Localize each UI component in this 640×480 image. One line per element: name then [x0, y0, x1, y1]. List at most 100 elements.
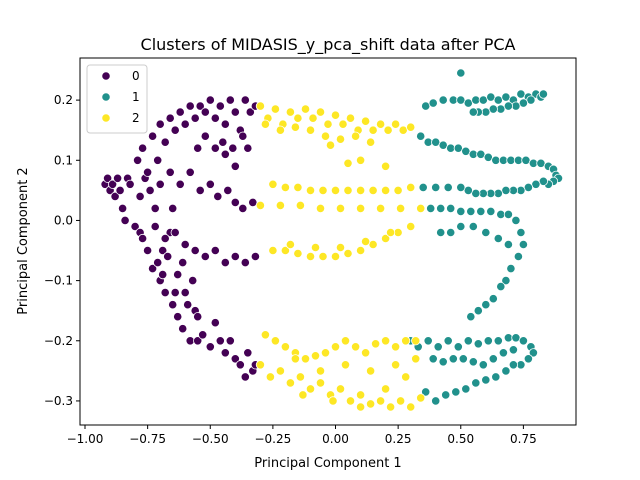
data-point-cluster-0 — [120, 215, 130, 225]
data-point-cluster-2 — [338, 119, 348, 129]
data-point-cluster-1 — [456, 221, 466, 232]
data-point-cluster-0 — [240, 257, 250, 268]
data-point-cluster-1 — [448, 354, 458, 364]
data-point-cluster-1 — [506, 263, 516, 274]
data-point-cluster-2 — [380, 233, 391, 244]
x-tick-label: 0.75 — [510, 432, 537, 446]
data-point-cluster-0 — [230, 161, 240, 171]
data-point-cluster-0 — [188, 275, 198, 286]
data-point-cluster-0 — [223, 185, 233, 195]
data-point-cluster-2 — [318, 185, 328, 195]
data-point-cluster-2 — [268, 245, 278, 256]
data-point-cluster-2 — [323, 119, 333, 129]
data-point-cluster-0 — [133, 155, 143, 165]
data-point-cluster-1 — [446, 143, 456, 153]
data-point-cluster-0 — [210, 318, 220, 328]
data-point-cluster-2 — [305, 125, 316, 135]
data-point-cluster-1 — [428, 98, 438, 108]
data-point-cluster-2 — [365, 366, 376, 376]
data-point-cluster-0 — [245, 107, 255, 117]
data-point-cluster-2 — [406, 122, 416, 132]
data-point-cluster-0 — [175, 179, 185, 189]
data-point-cluster-2 — [285, 378, 295, 388]
data-point-cluster-1 — [481, 375, 491, 385]
data-point-cluster-2 — [330, 110, 341, 120]
data-point-cluster-1 — [503, 239, 513, 250]
data-point-cluster-0 — [200, 251, 210, 262]
data-point-cluster-1 — [491, 155, 501, 165]
data-point-cluster-2 — [401, 372, 411, 382]
data-point-cluster-2 — [370, 339, 381, 349]
legend-label-cluster-1: 1 — [132, 90, 140, 104]
data-point-cluster-1 — [441, 390, 451, 400]
data-point-cluster-2 — [295, 372, 305, 382]
legend-marker-cluster-1 — [101, 92, 111, 102]
data-point-cluster-1 — [468, 357, 478, 367]
data-point-cluster-2 — [293, 182, 303, 192]
data-point-cluster-0 — [155, 119, 165, 129]
data-point-cluster-2 — [355, 155, 366, 165]
data-point-cluster-2 — [315, 366, 326, 376]
data-point-cluster-0 — [173, 312, 183, 322]
data-point-cluster-0 — [148, 263, 158, 274]
data-point-cluster-0 — [180, 119, 190, 129]
data-point-cluster-2 — [360, 116, 371, 126]
data-point-cluster-0 — [108, 179, 118, 189]
data-point-cluster-0 — [170, 125, 180, 135]
data-point-cluster-1 — [493, 233, 503, 244]
data-point-cluster-2 — [343, 185, 353, 195]
data-point-cluster-2 — [293, 248, 303, 259]
data-point-cluster-2 — [368, 185, 378, 195]
data-point-cluster-1 — [508, 360, 519, 370]
data-point-cluster-1 — [446, 227, 456, 238]
data-point-cluster-1 — [503, 101, 513, 111]
data-point-cluster-2 — [380, 185, 391, 195]
data-point-cluster-2 — [368, 125, 378, 135]
data-point-cluster-0 — [205, 342, 215, 352]
data-point-cluster-0 — [110, 191, 120, 201]
data-point-cluster-0 — [200, 131, 210, 141]
data-point-cluster-2 — [280, 182, 290, 192]
data-point-cluster-0 — [198, 330, 208, 340]
data-point-cluster-2 — [390, 119, 401, 129]
data-point-cluster-2 — [395, 203, 406, 213]
data-point-cluster-0 — [143, 167, 153, 177]
data-point-cluster-0 — [118, 203, 128, 213]
data-point-cluster-2 — [375, 119, 386, 129]
data-point-cluster-1 — [513, 251, 524, 262]
x-tick-label: 0.50 — [447, 432, 474, 446]
data-point-cluster-0 — [200, 107, 210, 117]
data-point-cluster-1 — [523, 354, 534, 364]
data-point-cluster-0 — [220, 348, 230, 358]
data-point-cluster-0 — [183, 300, 193, 310]
y-tick-label: −0.3 — [44, 394, 73, 408]
data-point-cluster-0 — [113, 173, 123, 183]
data-point-cluster-1 — [416, 131, 426, 141]
data-point-cluster-2 — [305, 251, 316, 262]
data-point-cluster-1 — [466, 206, 476, 216]
data-point-cluster-0 — [250, 251, 260, 262]
data-point-cluster-0 — [185, 101, 195, 111]
data-point-cluster-1 — [456, 68, 466, 78]
data-point-cluster-2 — [383, 125, 393, 135]
x-tick-label: −0.25 — [254, 432, 291, 446]
data-point-cluster-2 — [275, 366, 285, 376]
data-point-cluster-0 — [170, 227, 180, 238]
data-point-cluster-1 — [538, 89, 549, 99]
data-point-cluster-0 — [205, 95, 215, 105]
data-point-cluster-2 — [411, 336, 421, 346]
data-point-cluster-0 — [185, 167, 195, 177]
legend-label-cluster-0: 0 — [132, 69, 140, 83]
data-point-cluster-1 — [511, 215, 521, 225]
data-point-cluster-1 — [438, 95, 448, 105]
data-point-cluster-0 — [238, 203, 248, 213]
data-point-cluster-2 — [285, 107, 295, 117]
data-point-cluster-2 — [335, 384, 346, 394]
data-point-cluster-0 — [135, 191, 145, 201]
data-point-cluster-1 — [446, 203, 456, 213]
data-point-cluster-0 — [148, 131, 158, 141]
data-point-cluster-1 — [421, 387, 431, 397]
data-point-cluster-1 — [488, 354, 498, 364]
data-point-cluster-0 — [158, 245, 168, 256]
